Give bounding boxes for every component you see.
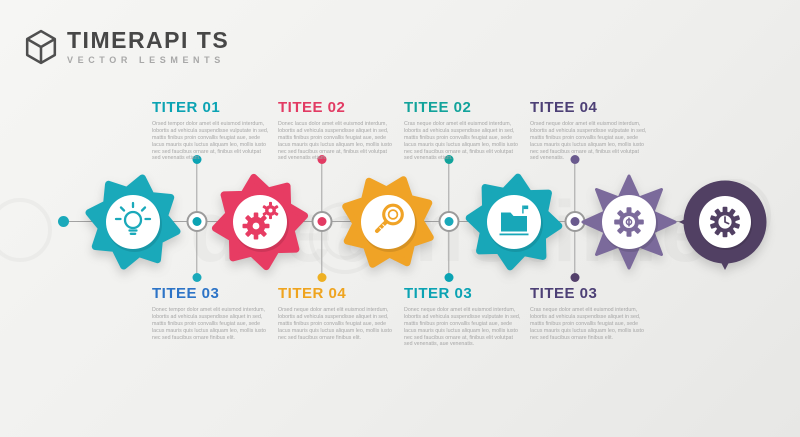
top-item-title: TITER 01 xyxy=(152,99,221,116)
milestone-node-dot xyxy=(317,217,327,226)
logo: TIMERAPI TS VECTOR LESMENTS xyxy=(24,28,229,66)
cube-logo-icon xyxy=(25,29,57,65)
milestone-node xyxy=(311,211,333,232)
top-item-body: Donec lacus dolor amet elit euismod inte… xyxy=(278,121,392,162)
connector-bottom-dot xyxy=(444,273,454,282)
bottom-item-title: TITEE 03 xyxy=(152,285,220,302)
badge-idea xyxy=(78,167,188,277)
bottom-item-title: TITER 04 xyxy=(278,285,347,302)
bottom-item-title: TITEE 03 xyxy=(530,285,598,302)
logo-title: TIMERAPI TS xyxy=(67,27,230,53)
magnifier-icon xyxy=(375,203,404,233)
milestone-node-dot xyxy=(192,217,202,226)
milestone-node xyxy=(186,211,208,232)
top-item-1: TITER 01 Orsed tempor dolor amet elit eu… xyxy=(152,99,270,162)
connector-bottom-dot xyxy=(317,273,327,282)
top-item-body: Orsed neque dolor amet elit euismod inte… xyxy=(530,121,647,162)
milestone-node xyxy=(564,211,586,232)
connector-bottom-dot xyxy=(192,273,202,282)
top-item-title: TITEE 02 xyxy=(278,99,346,116)
connector-top-dot xyxy=(192,155,202,164)
bottom-item-2: TITER 04 Orsed neque dolor amet elit eui… xyxy=(278,285,396,341)
badge-folder xyxy=(459,167,569,277)
bottom-item-4: TITEE 03 Cras neque dolor amet elit euis… xyxy=(530,285,648,341)
badge-time xyxy=(670,167,780,277)
gear-clock-icon xyxy=(710,206,740,238)
badge-finance xyxy=(574,167,684,277)
bottom-item-body: Orsed neque dolor amet elit euismod inte… xyxy=(278,307,392,341)
top-item-body: Orsed tempor dolor amet elit euismod int… xyxy=(152,121,269,162)
bottom-item-body: Donec tempor dolor amet elit euismod int… xyxy=(152,307,266,341)
bottom-item-body: Cras neque dolor amet elit euismod inter… xyxy=(530,307,644,341)
logo-subtitle: VECTOR LESMENTS xyxy=(67,55,225,65)
top-item-title: TITEE 04 xyxy=(530,99,598,116)
connector-top-dot xyxy=(444,155,454,164)
top-item-3: TITEE 02 Cras neque dolor amet elit euis… xyxy=(404,99,522,162)
top-item-2: TITEE 02 Donec lacus dolor amet elit eui… xyxy=(278,99,396,162)
bottom-item-3: TITER 03 Donec neque dolor amet elit eui… xyxy=(404,285,522,348)
connector-top-dot xyxy=(317,155,327,164)
gears-icon xyxy=(242,201,279,240)
bottom-item-title: TITER 03 xyxy=(404,285,473,302)
connector-bottom-dot xyxy=(570,273,580,282)
lightbulb-icon xyxy=(114,201,152,235)
folder-icon xyxy=(499,205,529,236)
timeline-start-dot xyxy=(58,216,69,227)
bottom-item-body: Donec neque dolor amet elit euismod inte… xyxy=(404,307,521,348)
badge-search xyxy=(333,167,443,277)
top-item-4: TITEE 04 Orsed neque dolor amet elit eui… xyxy=(530,99,648,162)
top-item-title: TITEE 02 xyxy=(404,99,472,116)
milestone-node-dot xyxy=(570,217,580,226)
connector-top-dot xyxy=(570,155,580,164)
bottom-item-1: TITEE 03 Donec tempor dolor amet elit eu… xyxy=(152,285,270,341)
gear-finance-icon xyxy=(614,207,644,237)
milestone-node xyxy=(438,211,460,232)
top-item-body: Cras neque dolor amet elit euismod inter… xyxy=(404,121,518,162)
badge-gears xyxy=(205,167,315,277)
milestone-node-dot xyxy=(444,217,454,226)
